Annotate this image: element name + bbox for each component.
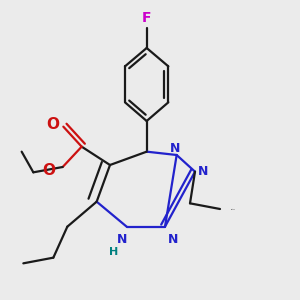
- Text: O: O: [42, 163, 55, 178]
- Text: N: N: [116, 232, 127, 245]
- Text: N: N: [167, 232, 178, 245]
- Text: N: N: [169, 142, 180, 155]
- Text: methyl: methyl: [231, 208, 236, 210]
- Text: H: H: [110, 247, 118, 257]
- Text: F: F: [142, 11, 152, 25]
- Text: N: N: [198, 165, 208, 178]
- Text: O: O: [46, 117, 59, 132]
